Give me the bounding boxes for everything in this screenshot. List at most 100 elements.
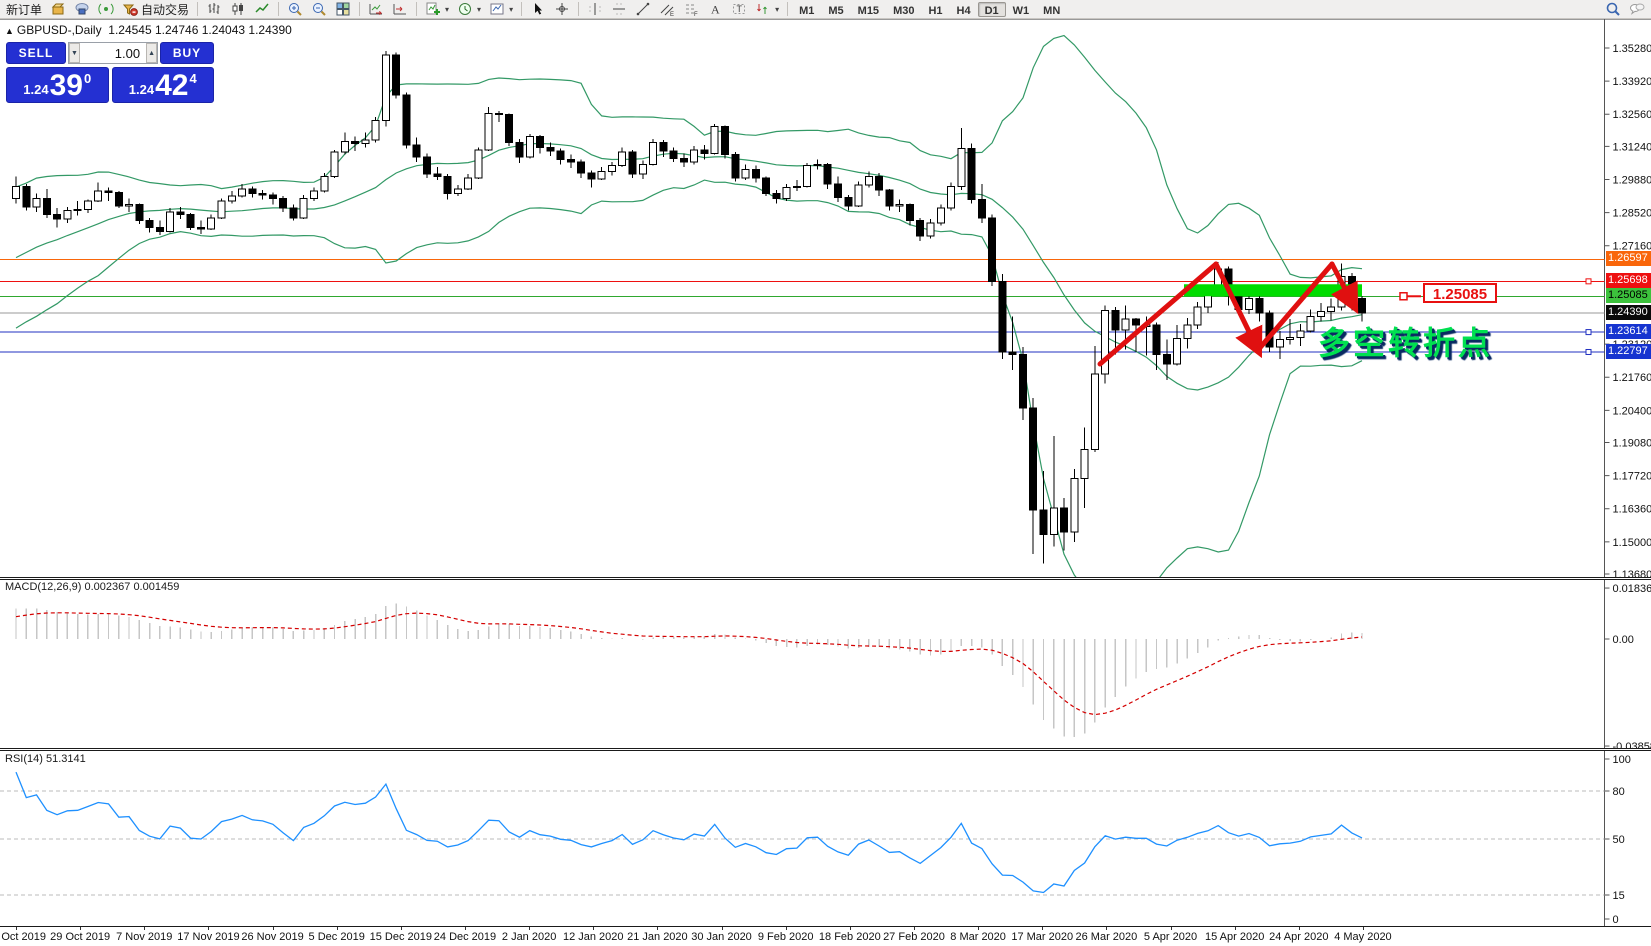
zoom-out-button[interactable]: [307, 1, 331, 18]
bar-chart-button[interactable]: [202, 1, 226, 18]
timeframe-d1-button[interactable]: D1: [977, 1, 1006, 17]
fibonacci-icon: F: [686, 4, 698, 17]
svg-text:1.32560: 1.32560: [1613, 109, 1651, 121]
svg-text:15: 15: [1613, 890, 1625, 902]
gold-cube-icon: [51, 3, 65, 15]
search-icon: [1606, 2, 1620, 16]
text-button[interactable]: A: [703, 1, 727, 18]
svg-text:1.27160: 1.27160: [1613, 241, 1651, 253]
bollinger-lower: [15, 179, 1363, 577]
panel-splitter-rsi[interactable]: [0, 748, 1651, 751]
turning-point-annotation[interactable]: 多空转折点: [1318, 325, 1494, 361]
dropdown-caret-icon[interactable]: ▾: [445, 4, 450, 14]
ask-price-box[interactable]: 1.24 42 4: [111, 67, 214, 103]
date-axis-label: 17 Mar 2020: [1011, 931, 1074, 943]
svg-text:-0.038585: -0.038585: [1613, 741, 1651, 748]
shapes-button[interactable]: ▾: [751, 1, 783, 18]
line-chart-button[interactable]: [250, 1, 274, 18]
date-axis-label: 7 Nov 2019: [116, 931, 173, 943]
panel-splitter-macd[interactable]: [0, 577, 1651, 580]
timeframe-m30-button[interactable]: M30: [886, 2, 921, 17]
market-watch-button[interactable]: [46, 1, 70, 18]
volume-increase-button[interactable]: ▲: [146, 43, 157, 63]
svg-text:1.29880: 1.29880: [1613, 175, 1651, 187]
toolbar-separator: [787, 2, 789, 16]
volume-decrease-button[interactable]: ▼: [69, 43, 80, 63]
date-axis-label: 18 Feb 2020: [818, 931, 881, 943]
crosshair-icon: [556, 3, 569, 15]
collapse-marker-icon[interactable]: ▲: [5, 26, 14, 36]
zoom-out-icon: [313, 3, 326, 16]
main-price-chart[interactable]: 1.35280 1.33920 1.32560 1.31240 1.29880 1.285…: [0, 19, 1651, 577]
macd-panel[interactable]: 0.018369 0.00 -0.038585: [0, 580, 1651, 748]
fibonacci-button[interactable]: F: [679, 1, 703, 18]
tile-windows-button[interactable]: [331, 1, 355, 18]
bid-pipette: 0: [83, 71, 92, 86]
bar-chart-icon: [208, 3, 220, 14]
crosshair-button[interactable]: [550, 1, 574, 18]
timeframe-m1-button[interactable]: M1: [792, 2, 821, 17]
timeframe-w1-button[interactable]: W1: [1006, 2, 1037, 17]
indicators-button[interactable]: ▾: [421, 1, 453, 18]
auto-scroll-button[interactable]: [364, 1, 388, 18]
buy-button[interactable]: BUY: [160, 42, 214, 64]
chat-button[interactable]: [1625, 1, 1649, 18]
chat-icon: [1630, 3, 1645, 15]
timeframe-h1-button[interactable]: H1: [921, 2, 949, 17]
channel-icon: E: [660, 4, 674, 17]
date-axis-label: 29 Oct 2019: [50, 931, 111, 943]
hline-button[interactable]: [607, 1, 631, 18]
chart-shift-button[interactable]: [388, 1, 412, 18]
label-button[interactable]: T: [727, 1, 751, 18]
zigzag-trend-arrow: [1255, 261, 1335, 353]
cursor-button[interactable]: [526, 1, 550, 18]
channel-button[interactable]: E: [655, 1, 679, 18]
toolbar-separator: [359, 2, 361, 16]
toolbar: 新订单 自动交易 ▾ ▾ ▾ E F A T ▾ M1 M5 M15 M30 H1 H4 D1 W1 MN: [0, 0, 1651, 19]
date-axis[interactable]: 20 Oct 2019 29 Oct 2019 7 Nov 2019 17 Nov 2…: [0, 926, 1651, 946]
vline-button[interactable]: [583, 1, 607, 18]
timeframe-h4-button[interactable]: H4: [950, 2, 978, 17]
svg-text:0.00: 0.00: [1613, 634, 1634, 646]
tile-windows-icon: [336, 2, 350, 16]
svg-text:A: A: [711, 3, 720, 17]
terminal-button[interactable]: [70, 1, 94, 18]
volume-input[interactable]: [79, 43, 147, 63]
templates-button[interactable]: ▾: [485, 1, 517, 18]
date-axis-label: 15 Apr 2020: [1204, 931, 1265, 943]
timeframe-m15-button[interactable]: M15: [851, 2, 886, 17]
candlestick-button[interactable]: [226, 1, 250, 18]
zigzag-trend-arrow: [1213, 261, 1263, 359]
candlestick-icon: [232, 3, 244, 15]
sell-button[interactable]: SELL: [6, 42, 66, 64]
autotrading-button[interactable]: 自动交易: [118, 1, 193, 18]
dropdown-caret-icon[interactable]: ▾: [477, 4, 482, 14]
price-tag-1.23614: 1.23614: [1606, 324, 1651, 340]
svg-text:E: E: [670, 12, 674, 17]
zoom-in-icon: [289, 3, 302, 16]
svg-text:1.31240: 1.31240: [1613, 141, 1651, 153]
timeframe-mn-button[interactable]: MN: [1036, 2, 1067, 17]
periods-button[interactable]: ▾: [453, 1, 485, 18]
price-level-callout[interactable]: 1.25085: [1423, 283, 1497, 303]
bid-price-box[interactable]: 1.24 39 0: [6, 67, 109, 103]
signals-button[interactable]: [94, 1, 118, 18]
text-icon: A: [711, 3, 720, 17]
toolbar-separator: [521, 2, 523, 16]
date-axis-label: 21 Jan 2020: [627, 931, 688, 943]
dropdown-caret-icon[interactable]: ▾: [509, 4, 514, 14]
bid-prefix: 1.24: [23, 82, 49, 97]
new-order-button[interactable]: 新订单: [2, 1, 46, 18]
rsi-panel[interactable]: 100 80 50 15 0: [0, 751, 1651, 926]
date-axis-label: 26 Mar 2020: [1075, 931, 1138, 943]
timeframe-m5-button[interactable]: M5: [821, 2, 850, 17]
search-button[interactable]: [1601, 1, 1625, 18]
date-axis-label: 4 May 2020: [1334, 931, 1392, 943]
zoom-in-button[interactable]: [283, 1, 307, 18]
trendline-button[interactable]: [631, 1, 655, 18]
svg-text:1.20400: 1.20400: [1613, 405, 1651, 417]
dropdown-caret-icon[interactable]: ▾: [775, 4, 780, 14]
svg-text:1.15000: 1.15000: [1613, 537, 1651, 549]
